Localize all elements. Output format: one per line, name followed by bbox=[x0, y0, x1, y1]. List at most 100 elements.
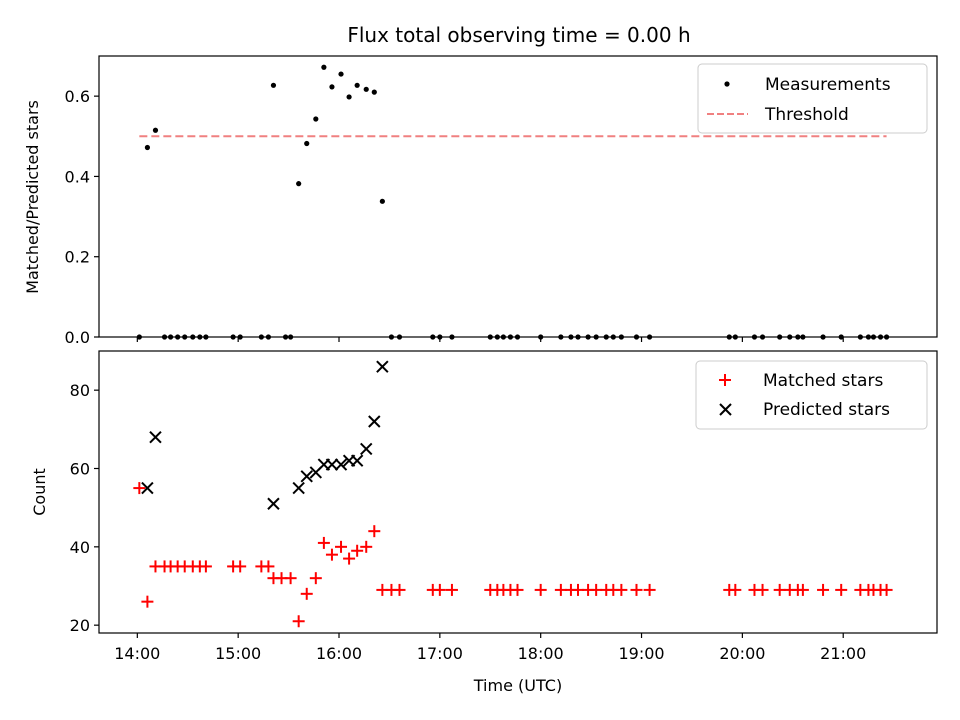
bottom-panel: 20 40 60 80 14:00 15:00 16:00 17:00 18:00 19:00 2… bbox=[30, 350, 938, 695]
predicted-stars-point bbox=[141, 481, 154, 495]
legend-matched-label: Matched stars bbox=[763, 371, 883, 391]
predicted-stars-point bbox=[325, 458, 339, 471]
top-x-ticks bbox=[136, 337, 844, 342]
predicted-stars-point bbox=[376, 360, 389, 373]
bottom-y-tick-label: 20 bbox=[70, 616, 90, 635]
measurements-point bbox=[338, 71, 344, 77]
measurements-point bbox=[371, 89, 377, 95]
measurements-point bbox=[313, 116, 319, 122]
predicted-stars-point bbox=[334, 458, 348, 471]
matched-stars-point bbox=[325, 548, 338, 561]
top-panel: 0.0 0.2 0.4 0.6 Matched/Predicted stars Mea… bbox=[23, 55, 938, 347]
measurements-point bbox=[144, 144, 151, 151]
matched-stars-point bbox=[284, 572, 297, 585]
predicted-stars-point bbox=[300, 470, 313, 483]
legend-measurements-label: Measurements bbox=[765, 75, 891, 95]
matched-stars-point bbox=[300, 587, 313, 600]
bottom-x-tick-label: 21:00 bbox=[820, 644, 866, 663]
matched-stars-point bbox=[433, 583, 446, 596]
matched-stars-point bbox=[317, 536, 330, 549]
bottom-x-tick-label: 19:00 bbox=[618, 644, 664, 663]
bottom-x-ticks: 14:00 15:00 16:00 17:00 18:00 19:00 20:00 21:00 bbox=[114, 633, 866, 663]
matched-stars-point bbox=[835, 583, 848, 596]
top-y-tick-label: 0.0 bbox=[65, 328, 90, 347]
measurements-point bbox=[363, 86, 369, 92]
measurements-point bbox=[270, 82, 277, 88]
matched-stars-point bbox=[756, 583, 769, 596]
bottom-legend: Matched stars Predicted stars bbox=[695, 360, 928, 430]
matched-stars-point bbox=[309, 572, 322, 585]
matched-stars-point bbox=[262, 560, 275, 573]
bottom-x-tick-label: 17:00 bbox=[417, 644, 463, 663]
bottom-y-axis-label: Count bbox=[30, 468, 49, 516]
top-chart-title: Flux total observing time = 0.00 h bbox=[347, 23, 690, 47]
matched-stars-point bbox=[351, 544, 364, 557]
measurements-point bbox=[379, 198, 385, 204]
legend-measurements-marker bbox=[724, 81, 730, 87]
measurements-point bbox=[321, 64, 327, 70]
predicted-stars-point bbox=[149, 430, 162, 444]
matched-stars-point bbox=[234, 560, 247, 573]
matched-stars-point bbox=[554, 583, 567, 596]
predicted-stars-point bbox=[292, 481, 305, 495]
predicted-stars-point bbox=[360, 442, 373, 456]
bottom-x-axis-label: Time (UTC) bbox=[473, 676, 562, 695]
measurements-point bbox=[296, 181, 302, 187]
top-legend: Measurements Threshold bbox=[697, 63, 928, 134]
matched-stars-point bbox=[445, 583, 458, 596]
measurements-point bbox=[152, 127, 159, 133]
top-y-tick-label: 0.2 bbox=[65, 248, 90, 267]
top-y-tick-label: 0.4 bbox=[65, 167, 90, 186]
measurements-point bbox=[354, 82, 360, 88]
matched-stars-point bbox=[590, 583, 603, 596]
legend-threshold-label: Threshold bbox=[764, 105, 849, 125]
matched-stars-point bbox=[335, 540, 348, 553]
matched-stars-point bbox=[643, 583, 656, 596]
top-legend-box bbox=[697, 63, 928, 134]
predicted-stars-point bbox=[368, 415, 381, 428]
matched-stars-point bbox=[511, 583, 524, 596]
measurements-point bbox=[304, 140, 310, 147]
measurements-point bbox=[329, 84, 335, 90]
predicted-stars-point bbox=[350, 454, 364, 467]
matched-stars-point bbox=[817, 583, 830, 596]
matched-stars-point bbox=[360, 540, 373, 553]
matched-stars-point bbox=[615, 583, 628, 596]
bottom-x-tick-label: 18:00 bbox=[518, 644, 564, 663]
bottom-x-tick-label: 20:00 bbox=[719, 644, 765, 663]
top-y-tick-label: 0.6 bbox=[65, 87, 90, 106]
matched-stars-point bbox=[133, 482, 146, 495]
matched-stars-point bbox=[796, 583, 809, 596]
matched-stars-point bbox=[368, 525, 381, 538]
matched-stars-point bbox=[534, 583, 547, 596]
bottom-x-tick-label: 16:00 bbox=[316, 644, 362, 663]
top-y-ticks: 0.0 0.2 0.4 0.6 bbox=[65, 87, 99, 347]
legend-predicted-marker bbox=[719, 403, 732, 416]
predicted-stars-point bbox=[267, 497, 280, 510]
matched-stars-point bbox=[292, 615, 305, 628]
matched-stars-point bbox=[141, 595, 154, 608]
top-y-axis-label: Matched/Predicted stars bbox=[23, 100, 42, 294]
bottom-y-tick-label: 80 bbox=[70, 381, 90, 400]
bottom-legend-box bbox=[695, 360, 928, 430]
matched-stars-point bbox=[572, 583, 585, 596]
matched-stars-point bbox=[393, 583, 406, 596]
matched-stars-point bbox=[729, 583, 742, 596]
matched-stars-point bbox=[199, 560, 212, 573]
legend-matched-marker bbox=[719, 374, 731, 386]
bottom-y-tick-label: 40 bbox=[70, 538, 90, 557]
matched-stars-point bbox=[773, 583, 786, 596]
legend-predicted-label: Predicted stars bbox=[763, 400, 890, 420]
bottom-x-tick-label: 14:00 bbox=[114, 644, 160, 663]
bottom-axes-frame bbox=[98, 350, 938, 634]
bottom-marks bbox=[133, 360, 893, 628]
bottom-x-tick-label: 15:00 bbox=[215, 644, 261, 663]
matched-stars-point bbox=[880, 583, 893, 596]
bottom-y-ticks: 20 40 60 80 bbox=[70, 381, 99, 635]
top-axes-frame bbox=[98, 55, 938, 338]
bottom-y-tick-label: 60 bbox=[70, 460, 90, 479]
matched-stars-point bbox=[343, 552, 356, 565]
measurements-point bbox=[346, 94, 352, 100]
matched-stars-point bbox=[630, 583, 643, 596]
